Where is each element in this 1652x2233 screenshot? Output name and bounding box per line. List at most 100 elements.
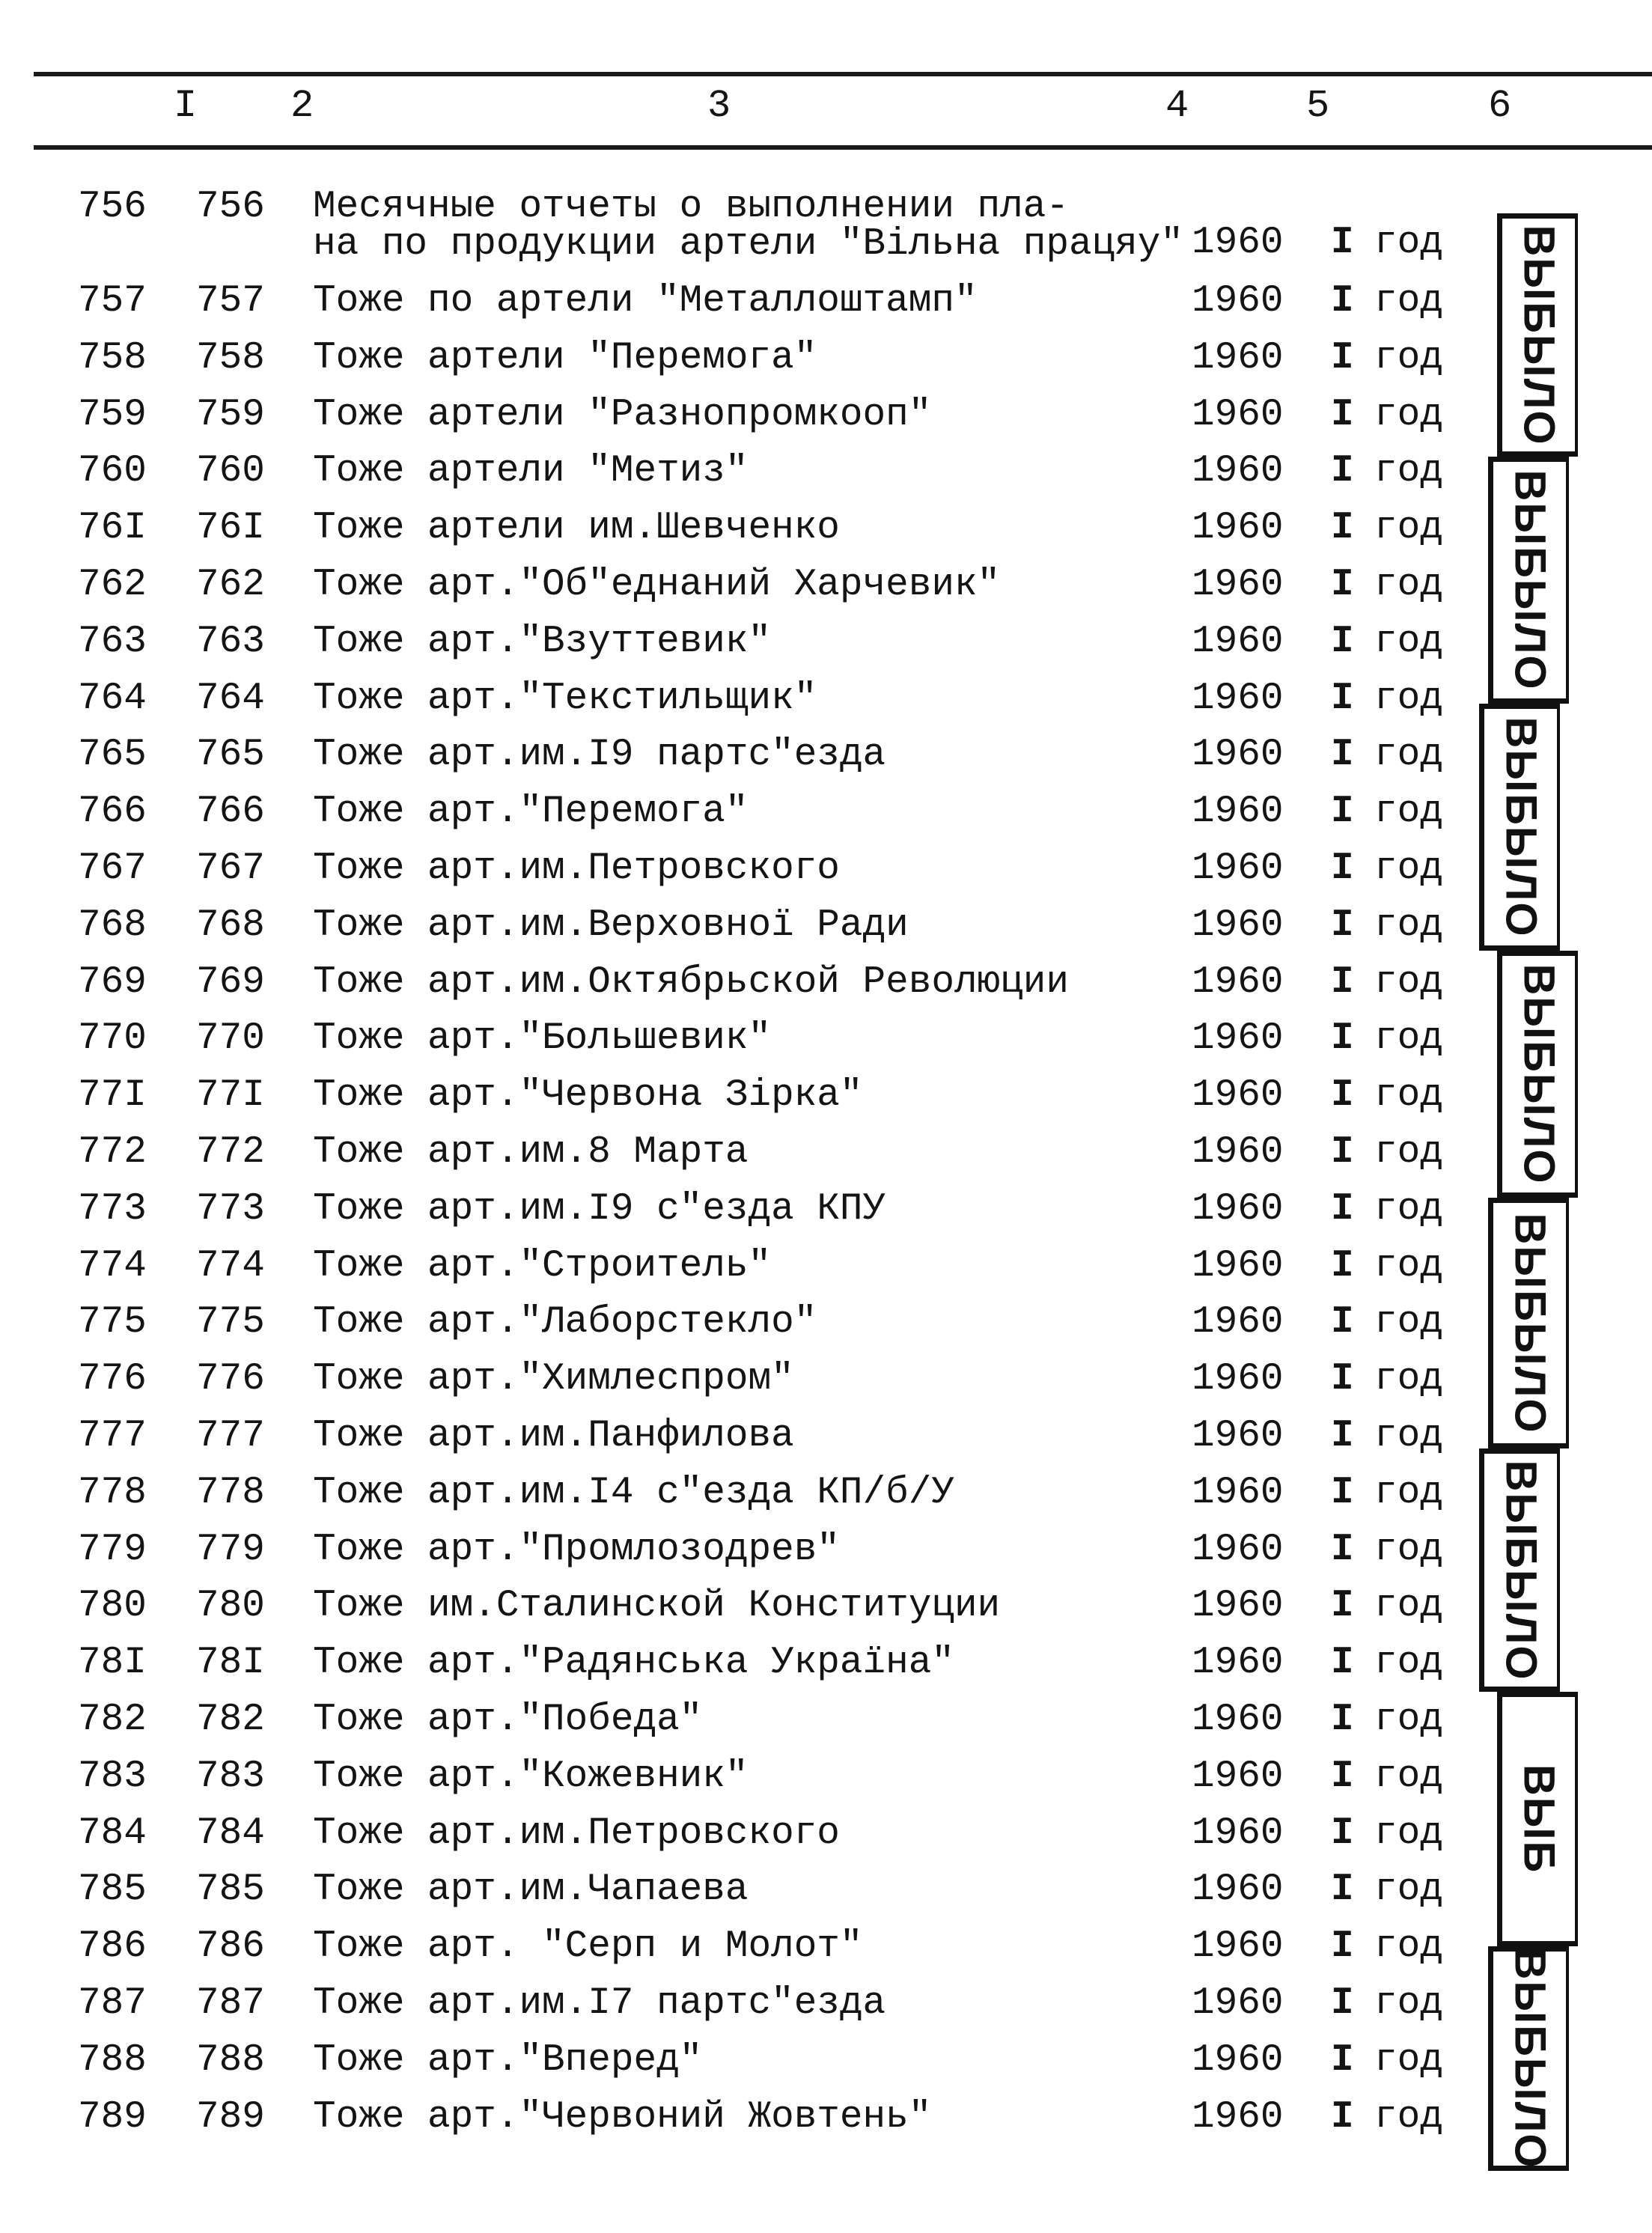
inventory-number: 780 — [78, 1585, 147, 1628]
case-title: Тоже арт."Кожевник" — [313, 1755, 749, 1798]
case-number: 766 — [196, 790, 265, 834]
case-number: 773 — [196, 1187, 265, 1231]
case-title: Тоже арт."Текстильщик" — [313, 677, 817, 720]
withdrawn-stamp: ВЫБЫЛО — [1488, 1198, 1569, 1448]
case-title: Тоже арт."Победа" — [313, 1699, 703, 1741]
sheet-count: I — [1331, 1699, 1354, 1741]
inventory-number: 784 — [78, 1812, 147, 1855]
case-year: 1960 — [1192, 1982, 1284, 2025]
case-number: 774 — [196, 1244, 265, 1288]
withdrawn-stamp: ВЫБ — [1497, 1692, 1578, 1946]
inventory-number: 759 — [78, 393, 147, 436]
case-year: 1960 — [1192, 2095, 1284, 2139]
case-title: Тоже арт."Червоний Жовтень" — [313, 2095, 932, 2139]
case-number: 788 — [196, 2038, 265, 2082]
storage-term: год — [1374, 1415, 1443, 1457]
storage-term: год — [1374, 1812, 1443, 1855]
case-title: Тоже арт."Радянська Украïна" — [313, 1642, 954, 1685]
withdrawn-stamp: ВЫБЫЛО — [1488, 1946, 1569, 2171]
table-row: 757 757 Тоже по артели "Металлоштамп" 1960 I… — [0, 280, 1652, 340]
inventory-number: 777 — [78, 1415, 147, 1457]
inventory-number: 762 — [78, 564, 147, 606]
inventory-number: 782 — [78, 1699, 147, 1741]
case-title: Тоже арт."Вперед" — [313, 2038, 703, 2082]
stamp-text: ВЫБЫЛО — [1505, 469, 1554, 691]
sheet-count: I — [1331, 1301, 1354, 1344]
sheet-count: I — [1331, 1358, 1354, 1401]
sheet-count: I — [1331, 2095, 1354, 2139]
case-title: Тоже арт."Взуттевик" — [313, 620, 772, 663]
stamp-text: ВЫБЫЛО — [1505, 1213, 1554, 1434]
case-year: 1960 — [1192, 904, 1284, 947]
sheet-count: I — [1331, 1585, 1354, 1628]
case-number: 767 — [196, 847, 265, 890]
storage-term: год — [1374, 1131, 1443, 1174]
inventory-number: 772 — [78, 1131, 147, 1174]
sheet-count: I — [1331, 336, 1354, 380]
sheet-count: I — [1331, 1812, 1354, 1855]
sheet-count: I — [1331, 677, 1354, 720]
storage-term: год — [1374, 1301, 1443, 1344]
stamp-text: ВЫБЫЛО — [1505, 1948, 1554, 2169]
storage-term: год — [1374, 1868, 1443, 1912]
case-title: Тоже арт."Червона Зiрка" — [313, 1074, 863, 1118]
withdrawn-stamp: ВЫБЫЛО — [1479, 704, 1560, 951]
case-number: 770 — [196, 1017, 265, 1061]
inventory-number: 789 — [78, 2095, 147, 2139]
inventory-number: 765 — [78, 734, 147, 777]
inventory-number: 760 — [78, 450, 147, 493]
sheet-count: I — [1331, 1528, 1354, 1571]
sheet-count: I — [1331, 280, 1354, 323]
case-title: Тоже арт.им.Петровского — [313, 847, 840, 890]
case-year: 1960 — [1192, 1244, 1284, 1288]
stamp-text: ВЫБЫЛО — [1496, 1460, 1545, 1681]
case-title: Тоже артели "Разнопромкооп" — [313, 393, 932, 436]
case-title: Тоже арт.им.I9 партс"езда — [313, 734, 886, 777]
storage-term: год — [1374, 1358, 1443, 1401]
case-year: 1960 — [1192, 1358, 1284, 1401]
table-row: 756 756 Месячные отчеты о выполнении пла- … — [0, 188, 1652, 263]
inventory-number: 783 — [78, 1755, 147, 1798]
stamp-text: ВЫБЫЛО — [1514, 963, 1563, 1185]
case-title: Месячные отчеты о выполнении пла- на по … — [313, 186, 1183, 266]
storage-term: год — [1374, 1244, 1443, 1288]
sheet-count: I — [1331, 1415, 1354, 1457]
storage-term: год — [1374, 620, 1443, 663]
storage-term: год — [1374, 1471, 1443, 1514]
sheet-count: I — [1331, 620, 1354, 663]
inventory-number: 769 — [78, 960, 147, 1004]
case-number: 769 — [196, 960, 265, 1004]
case-year: 1960 — [1192, 1131, 1284, 1174]
case-title: Тоже арт."Промлозодрев" — [313, 1528, 840, 1571]
case-number: 787 — [196, 1982, 265, 2025]
column-header-1: I — [174, 84, 198, 128]
inventory-number: 778 — [78, 1471, 147, 1514]
inventory-number: 766 — [78, 790, 147, 834]
storage-term: год — [1374, 904, 1443, 947]
case-year: 1960 — [1192, 1471, 1284, 1514]
table-row: 762 762 Тоже арт."Об"еднаний Харчевик" 1960… — [0, 564, 1652, 624]
sheet-count: I — [1331, 1074, 1354, 1118]
sheet-count: I — [1331, 1982, 1354, 2025]
storage-term: год — [1374, 1642, 1443, 1685]
case-year: 1960 — [1192, 1415, 1284, 1457]
inventory-number: 767 — [78, 847, 147, 890]
storage-term: год — [1374, 1755, 1443, 1798]
case-year: 1960 — [1192, 1017, 1284, 1061]
case-number: 78I — [196, 1642, 265, 1685]
column-header-2: 2 — [290, 84, 314, 128]
case-year: 1960 — [1192, 1868, 1284, 1912]
case-year: 1960 — [1192, 1301, 1284, 1344]
column-header-3: 3 — [707, 84, 731, 128]
storage-term: год — [1374, 1017, 1443, 1061]
inventory-number: 774 — [78, 1244, 147, 1288]
case-number: 777 — [196, 1415, 265, 1457]
sheet-count: I — [1331, 1187, 1354, 1231]
case-title: Тоже арт.им.I9 с"езда КПУ — [313, 1187, 886, 1231]
